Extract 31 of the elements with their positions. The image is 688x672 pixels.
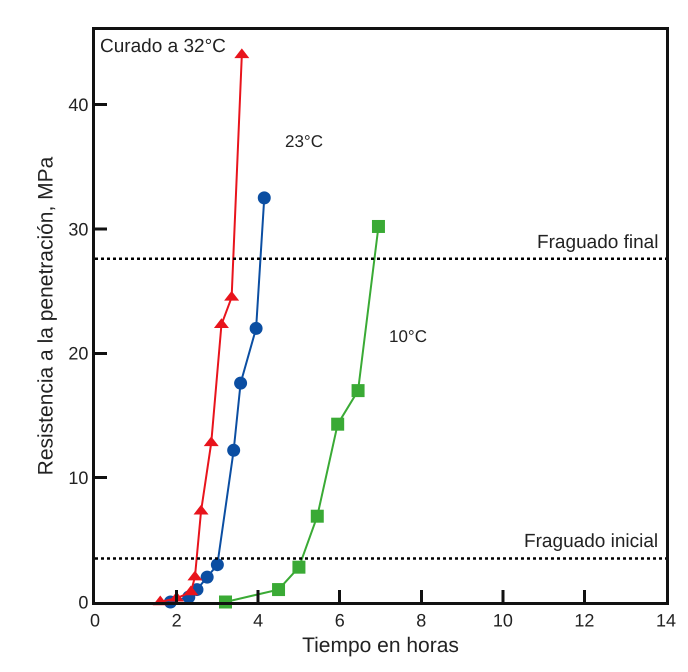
x-axis-title: Tiempo en horas [302,634,459,657]
x-tick-label: 14 [656,610,676,631]
point [200,570,214,584]
point [234,376,248,390]
y-tick-label: 40 [68,94,88,115]
x-tick-label: 8 [416,610,426,631]
series-label: Curado a 32°C [100,36,226,57]
point [272,583,286,596]
x-tick-label: 10 [492,610,513,631]
point [210,558,224,572]
y-tick-label: 30 [68,219,88,240]
point [227,444,240,457]
y-axis-title: Resistencia a la penetración, MPa [34,156,58,476]
x-tick-label: 6 [334,610,345,631]
x-tick-label: 4 [253,610,264,631]
point [331,418,344,431]
ref-line-label: Fraguado final [537,232,658,253]
y-tick-label: 0 [78,592,88,612]
series-label: 10°C [389,327,427,346]
point [292,560,306,574]
text: 23°C [285,132,323,151]
point [352,384,365,398]
x-tick-label: 2 [172,610,182,631]
y-tick-label: 20 [68,344,88,364]
point [258,191,271,204]
point [372,220,385,233]
point [310,510,324,523]
x-tick-label: 12 [574,610,594,631]
y-tick-label: 10 [68,468,88,488]
point [250,322,263,335]
ref-line-label: Fraguado inicial [524,531,658,552]
